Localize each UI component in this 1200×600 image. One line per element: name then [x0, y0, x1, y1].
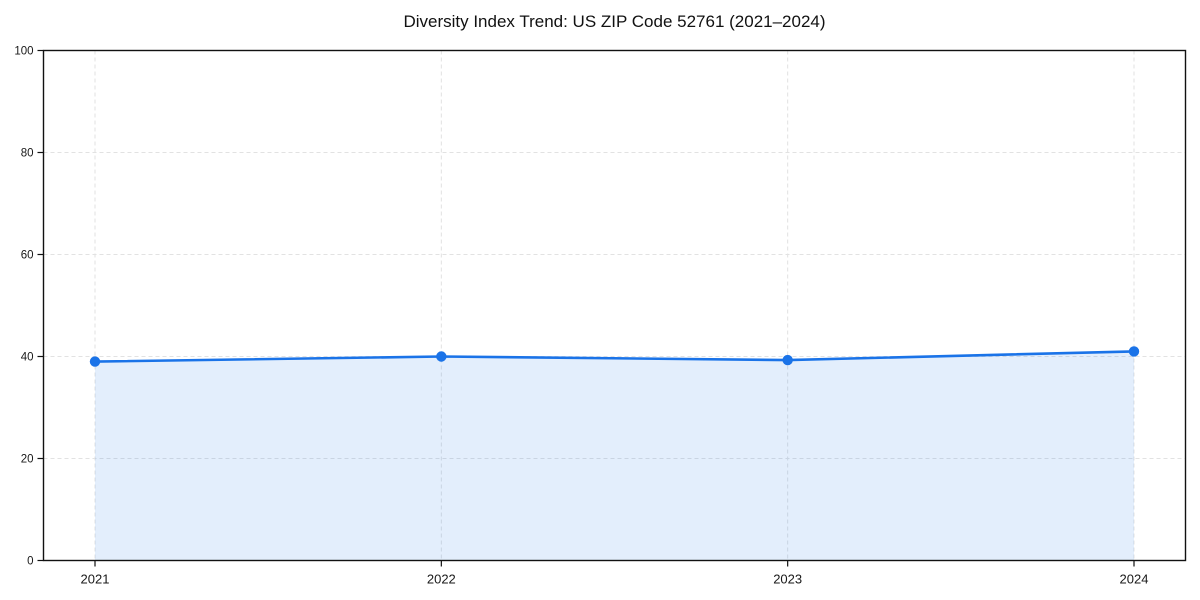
y-tick-label: 100 [14, 46, 33, 58]
data-point-2022 [436, 351, 447, 362]
data-point-2023 [782, 354, 793, 366]
y-tick-label: 0 [27, 556, 33, 568]
data-point-2021 [89, 356, 101, 367]
x-tick-label: 2021 [81, 572, 110, 587]
x-tick-label: 2023 [773, 572, 802, 587]
chart-title: Diversity Index Trend: US ZIP Code 52761… [403, 12, 826, 31]
x-tick-label: 2024 [1120, 572, 1149, 587]
y-tick-label: 20 [21, 454, 34, 466]
y-tick-label: 80 [21, 148, 34, 160]
data-point-2024 [1128, 346, 1140, 357]
area-fill [95, 351, 1134, 561]
y-tick-label: 40 [21, 352, 34, 364]
y-tick-label: 60 [21, 250, 34, 262]
plot-border [42, 49, 1187, 562]
trend-line [93, 350, 1136, 363]
x-tick-label: 2022 [427, 572, 456, 587]
